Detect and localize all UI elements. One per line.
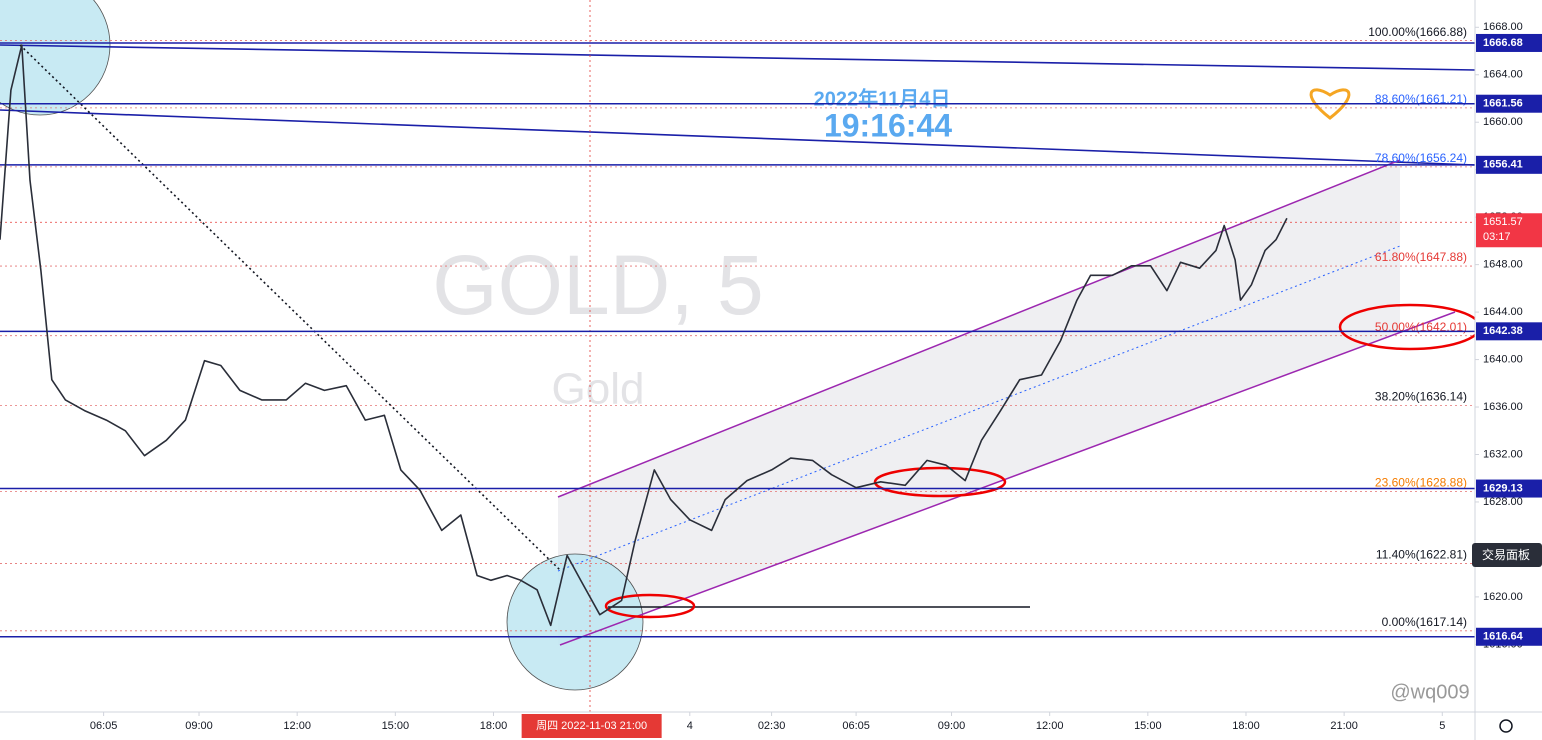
y-tick-label: 1660.00 [1483, 116, 1523, 128]
overlay-date: 2022年11月4日 [814, 86, 951, 110]
x-tick-label: 09:00 [938, 720, 966, 732]
price-line-label: 1656.41 [1483, 159, 1523, 171]
fib-label: 11.40%(1622.81) [1376, 548, 1467, 562]
fib-label: 0.00%(1617.14) [1382, 615, 1467, 629]
y-tick-label: 1640.00 [1483, 353, 1523, 365]
drawings-under: GOLD, 5 Gold [0, 0, 1400, 691]
credit: @wq009 [1390, 681, 1469, 703]
price-line-label: 1642.38 [1483, 325, 1523, 337]
y-tick-label: 1648.00 [1483, 259, 1523, 271]
trend-line [0, 44, 1476, 71]
watermark-name: Gold [552, 365, 645, 414]
y-tick-label: 1644.00 [1483, 306, 1523, 318]
heart-icon [1309, 88, 1351, 120]
x-tick-label: 21:00 [1330, 720, 1358, 732]
y-tick-label: 1636.00 [1483, 401, 1523, 413]
price-line-label: 1666.68 [1483, 37, 1523, 49]
price-line-label-bg [1476, 479, 1542, 498]
fib-label: 78.60%(1656.24) [1375, 151, 1467, 165]
channel-fill [558, 160, 1400, 645]
price-line-series [0, 44, 1288, 627]
last-price-label: 1651.57 [1483, 216, 1523, 228]
y-tick-label: 1664.00 [1483, 69, 1523, 81]
trading-panel-label[interactable]: 交易面板 [1482, 547, 1530, 562]
drawings-over: 2022年11月4日 19:16:44 100.00%(1666.88) 88.6… [0, 0, 1482, 712]
channel-lower [559, 311, 1456, 646]
trend-line [0, 109, 1476, 166]
crosshair-label-bg [521, 714, 662, 738]
price-line-label-bg [1476, 322, 1542, 341]
price-line-label-bg [1476, 94, 1542, 113]
price-line-label-bg [1476, 155, 1542, 174]
x-tick-label: 06:05 [90, 720, 118, 732]
crosshair-label: 周四 2022-11-03 21:00 [536, 719, 647, 732]
trading-panel-button[interactable] [1472, 543, 1542, 567]
settings-icon[interactable] [1499, 719, 1513, 733]
price-axis [1475, 0, 1542, 740]
price-line-label-bg [1476, 627, 1542, 646]
watermark-symbol: GOLD, 5 [432, 238, 763, 332]
time-axis [0, 712, 1542, 740]
channel-upper [557, 159, 1401, 498]
countdown-label: 03:17 [1483, 231, 1511, 243]
x-tick-label: 15:00 [1134, 720, 1162, 732]
y-tick-label: 1628.00 [1483, 496, 1523, 508]
fib-label: 61.80%(1647.88) [1375, 250, 1467, 264]
overlay-time: 19:16:44 [824, 107, 952, 143]
fib-label: 88.60%(1661.21) [1375, 92, 1467, 106]
x-tick-label: 06:05 [842, 720, 870, 732]
fib-label: 50.00%(1642.01) [1375, 320, 1467, 334]
price-line-label-bg [1476, 33, 1542, 52]
x-tick-label: 02:30 [758, 720, 786, 732]
x-tick-label: 4 [687, 720, 693, 732]
price-line-label: 1616.64 [1483, 631, 1524, 643]
x-tick-label: 12:00 [283, 720, 311, 732]
last-price-bg [1476, 213, 1542, 248]
fib-label: 100.00%(1666.88) [1368, 25, 1467, 39]
price-line-label: 1661.56 [1483, 98, 1523, 110]
grid-layer [0, 40, 1475, 632]
y-tick-label: 1632.00 [1483, 448, 1523, 460]
price-line-label: 1629.13 [1483, 482, 1523, 494]
axes-layer: 1616.001620.001624.001628.001632.001636.… [90, 21, 1542, 738]
y-tick-label: 1668.00 [1483, 21, 1523, 33]
x-tick-label: 12:00 [1036, 720, 1064, 732]
y-tick-label: 1620.00 [1483, 591, 1523, 603]
red-ellipse [873, 466, 1007, 498]
fib-label: 23.60%(1628.88) [1375, 476, 1467, 490]
highlight-circle [506, 553, 644, 691]
channel-mid [557, 245, 1401, 572]
x-tick-label: 15:00 [382, 720, 410, 732]
x-tick-label: 09:00 [185, 720, 213, 732]
fib-label: 38.20%(1636.14) [1375, 390, 1467, 404]
red-ellipse [604, 593, 696, 619]
x-tick-label: 18:00 [480, 720, 508, 732]
x-tick-label: 5 [1439, 720, 1445, 732]
x-tick-label: 18:00 [1232, 720, 1260, 732]
dotted-trend [19, 44, 561, 571]
highlight-circle [0, 0, 111, 116]
